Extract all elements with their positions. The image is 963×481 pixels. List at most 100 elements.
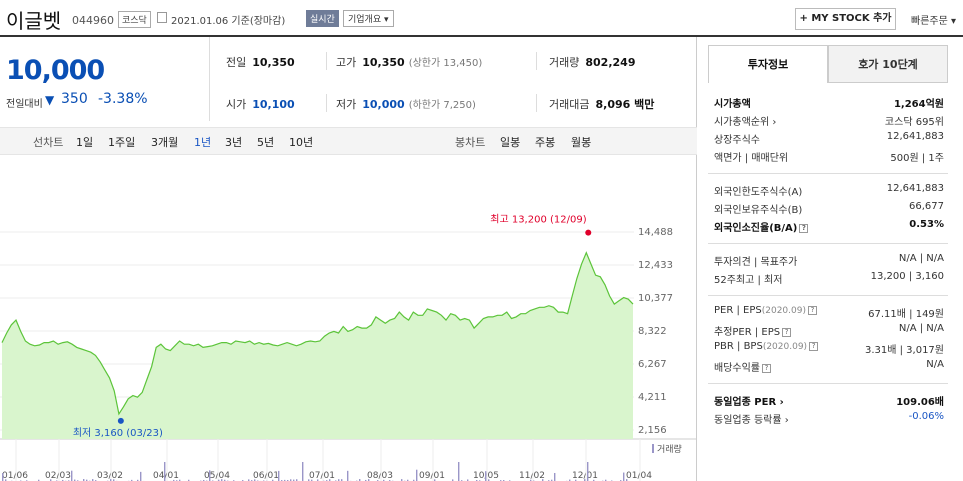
volume-bar: [329, 479, 331, 481]
trade-amount: 거래대금 8,096 백만: [549, 96, 654, 112]
low-value: 10,000: [362, 98, 405, 111]
volume-bar: [383, 479, 385, 481]
low-annotation: 최저 3,160 (03/23): [73, 427, 163, 439]
period-1d[interactable]: 1일: [76, 136, 94, 149]
help-icon[interactable]: ?: [807, 305, 817, 315]
reference-date: 2021.01.06 기준(장마감): [171, 16, 286, 27]
tab-order-book[interactable]: 호가 10단계: [828, 45, 948, 83]
foreign-ratio-label: 외국인소진율(B/A): [714, 223, 798, 234]
volume: 거래량 802,249: [549, 54, 635, 70]
volume-bar: [293, 479, 295, 481]
volume-bar: [626, 479, 628, 481]
open-value: 10,100: [252, 98, 295, 111]
market-cap-rank-label: 시가총액순위 ›: [714, 117, 777, 128]
volume-bar: [302, 462, 304, 481]
volume-bar: [221, 479, 223, 481]
volume-bar: [92, 479, 94, 481]
info-tabs: 투자정보 호가 10단계: [708, 45, 948, 83]
52week-row: 52주최고 | 최저 13,200 | 3,160: [714, 271, 944, 287]
volume-bar: [272, 479, 274, 481]
industry-per-label: 동일업종 PER ›: [714, 397, 784, 408]
divider: [326, 94, 327, 112]
opinion-value: N/A | N/A: [898, 253, 944, 264]
volume-bar: [50, 479, 52, 481]
volume-legend: 거래량: [657, 443, 682, 455]
x-tick-label: 08/03: [367, 471, 393, 481]
help-icon[interactable]: ?: [782, 327, 792, 337]
open-label: 시가: [226, 98, 247, 111]
stock-main-panel: 10,000 전일대비 ▼ 350 -3.38% 전일 10,350 고가 10,3…: [0, 37, 697, 481]
stock-name: 이글벳: [6, 9, 62, 33]
par-value-row: 액면가 | 매매단위 500원 | 1주: [714, 149, 944, 165]
x-tick-label: 11/02: [519, 471, 545, 481]
upper-limit: (상한가 13,450): [408, 58, 483, 69]
x-tick-label: 07/01: [309, 471, 335, 481]
stock-code: 044960: [72, 14, 114, 27]
est-per-row: 추정PER | EPS? N/A | N/A: [714, 323, 944, 339]
volume-bar: [2, 473, 4, 481]
volume-bar: [218, 479, 220, 481]
help-icon[interactable]: ?: [809, 341, 819, 351]
volume-bar: [542, 479, 544, 481]
target-price-row: 투자의견 | 목표주가 N/A | N/A: [714, 253, 944, 269]
add-mystock-button[interactable]: + MY STOCK 추가: [795, 8, 896, 30]
volume-bar: [569, 479, 571, 481]
volume-bar: [248, 479, 250, 481]
period-10y[interactable]: 10년: [289, 136, 314, 149]
period-3m[interactable]: 3개월: [151, 136, 179, 149]
foreign-held-label: 외국인보유주식수(B): [714, 205, 803, 216]
volume-bar: [413, 479, 415, 481]
prev-close: 전일 10,350: [226, 54, 295, 70]
market-cap-rank-value: 코스닥 695위: [884, 117, 944, 128]
y-tick-label: 8,322: [638, 326, 667, 337]
company-info-dropdown[interactable]: 기업개요 ▾: [343, 10, 394, 27]
pbr-bps-value: 3.31배 | 3,017원: [864, 345, 944, 356]
foreign-limit-value: 12,641,883: [886, 183, 944, 194]
x-tick-label: 04/01: [153, 471, 179, 481]
volume-bar: [62, 479, 64, 481]
market-cap-label: 시가총액: [714, 99, 751, 110]
candle-monthly[interactable]: 월봉: [571, 136, 592, 149]
volume-bar: [359, 479, 361, 481]
volume-bar: [554, 472, 556, 481]
help-icon[interactable]: ?: [762, 363, 771, 373]
period-3y[interactable]: 3년: [225, 136, 243, 149]
divider: [326, 52, 327, 70]
help-icon[interactable]: ?: [799, 223, 809, 233]
pbr-bps-period: (2020.09): [762, 342, 808, 352]
52week-value: 13,200 | 3,160: [870, 271, 944, 282]
volume-bar: [365, 479, 367, 481]
tab-investment-info[interactable]: 투자정보: [708, 45, 828, 83]
candle-daily[interactable]: 일봉: [500, 136, 521, 149]
period-1y[interactable]: 1년: [194, 136, 212, 149]
foreign-ratio-value: 0.53%: [909, 219, 944, 230]
industry-change-row[interactable]: 동일업종 등락률 › -0.06%: [714, 411, 944, 427]
volume-bar: [593, 479, 595, 481]
high-annotation: 최고 13,200 (12/09): [490, 214, 586, 226]
foreign-held-value: 66,677: [909, 201, 944, 212]
volume-bar: [5, 479, 7, 481]
par-value-value: 500원 | 1주: [890, 153, 944, 164]
period-5y[interactable]: 5년: [257, 136, 275, 149]
volume-bar: [290, 479, 292, 481]
opinion-label: 투자의견 | 목표주가: [714, 257, 798, 268]
volume-bar: [296, 479, 298, 481]
foreign-ratio-label-wrap: 외국인소진율(B/A)?: [714, 219, 809, 234]
x-tick-label: 02/03: [45, 471, 71, 481]
realtime-button[interactable]: 실시간: [306, 10, 339, 27]
quick-order-dropdown[interactable]: 빠른주문 ▾: [911, 16, 956, 27]
candle-weekly[interactable]: 주봉: [535, 136, 556, 149]
industry-per-row[interactable]: 동일업종 PER › 109.06배: [714, 393, 944, 409]
listed-shares-value: 12,641,883: [886, 131, 944, 142]
volume-bar: [83, 479, 85, 481]
par-value-label: 액면가 | 매매단위: [714, 153, 789, 164]
divider: [536, 94, 537, 112]
current-price-box: 10,000 전일대비 ▼ 350 -3.38%: [0, 37, 210, 121]
x-tick-label: 12/01: [572, 471, 598, 481]
period-1w[interactable]: 1주일: [108, 136, 136, 149]
price-area-fill: [2, 252, 633, 439]
volume-bar: [164, 462, 166, 481]
market-cap-rank-row[interactable]: 시가총액순위 › 코스닥 695위: [714, 113, 944, 129]
foreign-ratio-row: 외국인소진율(B/A)? 0.53%: [714, 219, 944, 235]
x-tick-label: 09/01: [419, 471, 445, 481]
